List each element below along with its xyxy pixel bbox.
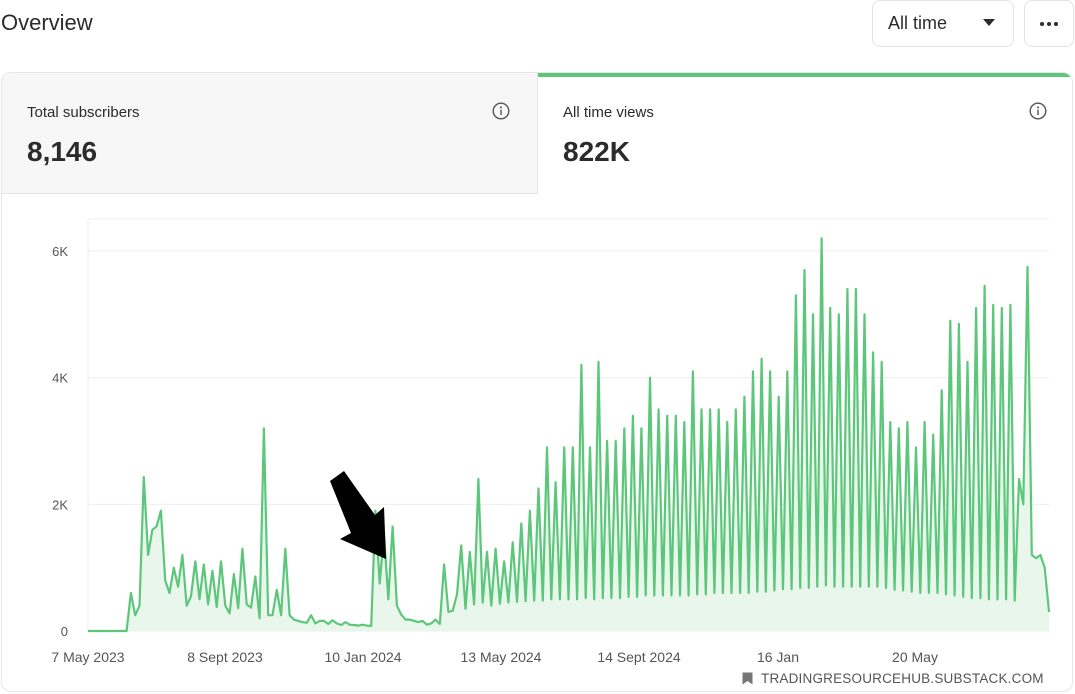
info-icon[interactable] [492, 102, 510, 120]
y-tick-label: 2K [52, 497, 68, 512]
ellipsis-icon [1040, 21, 1058, 26]
views-chart: 0 2K 4K 6K 7 May 2023 8 Sept 2023 10 Jan 2024… [51, 218, 1051, 665]
more-options-button[interactable] [1024, 0, 1074, 47]
all-time-views-value: 822K [563, 136, 630, 167]
total-subscribers-label: Total subscribers [27, 104, 140, 121]
total-subscribers-value: 8,146 [27, 136, 98, 167]
all-time-views-tab[interactable]: All time views 822K [538, 73, 1072, 194]
views-line [88, 237, 1051, 633]
y-tick-label: 6K [52, 244, 68, 259]
x-tick-label: 13 May 2024 [461, 649, 542, 665]
x-tick-label: 10 Jan 2024 [324, 649, 401, 665]
page-title: Overview [1, 10, 93, 35]
overview-card: Total subscribers 8,146 All time views 8… [1, 72, 1073, 692]
x-tick-label: 8 Sept 2023 [187, 649, 263, 665]
time-range-value: All time [888, 13, 948, 33]
x-tick-label: 14 Sept 2024 [597, 649, 681, 665]
x-tick-label: 20 May [892, 649, 938, 665]
y-tick-label: 4K [52, 371, 68, 386]
watermark: TRADINGRESOURCEHUB.SUBSTACK.COM [742, 671, 1044, 686]
watermark-text: TRADINGRESOURCEHUB.SUBSTACK.COM [761, 671, 1044, 686]
y-tick-label: 0 [61, 624, 68, 639]
x-tick-label: 16 Jan [757, 649, 799, 665]
views-area [88, 238, 1049, 632]
time-range-select[interactable]: All time [872, 0, 1014, 47]
x-tick-label: 7 May 2023 [51, 649, 124, 665]
all-time-views-label: All time views [563, 104, 654, 121]
info-icon[interactable] [1029, 102, 1047, 120]
bookmark-icon [742, 672, 753, 685]
total-subscribers-tab[interactable]: Total subscribers 8,146 [2, 73, 538, 194]
arrow-annotation [330, 471, 386, 559]
caret-down-icon [983, 19, 995, 26]
